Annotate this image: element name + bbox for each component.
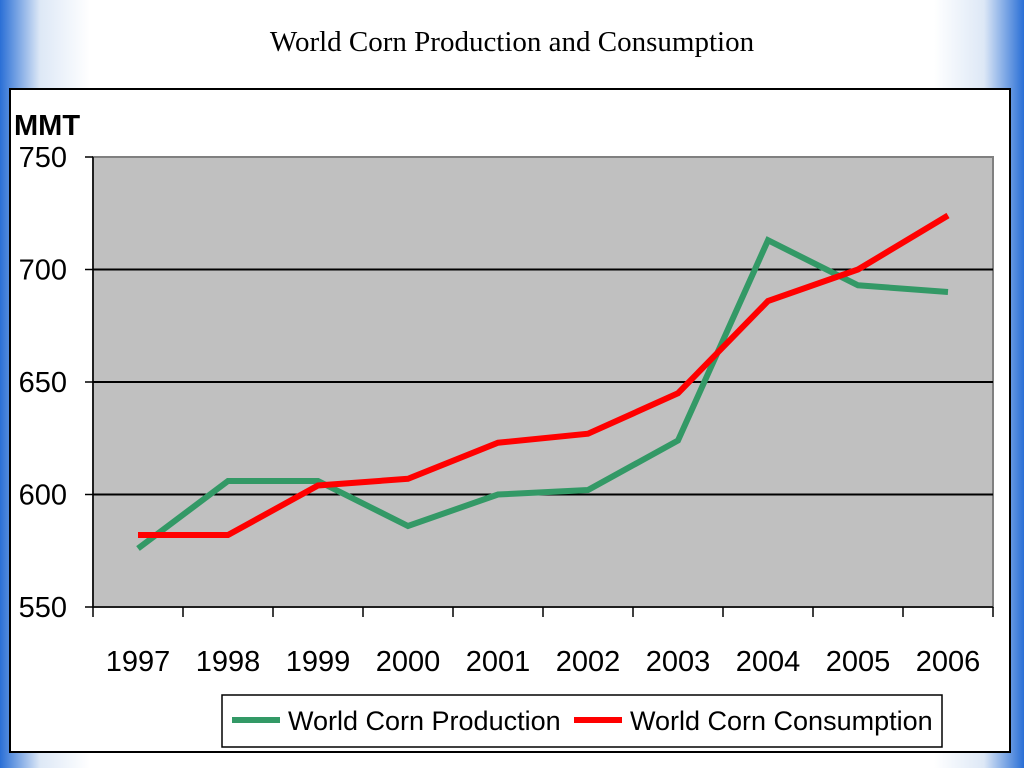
x-tick-labels: 1997 1998 1999 2000 2001 2002 2003 2004 2005 2006 xyxy=(106,646,981,678)
legend-label: World Corn Production xyxy=(288,706,561,736)
axes xyxy=(85,156,994,617)
y-tick-label: 650 xyxy=(19,367,67,399)
y-tick-label: 600 xyxy=(19,480,67,512)
legend-label: World Corn Consumption xyxy=(630,706,933,736)
x-tick-label: 2000 xyxy=(376,646,441,678)
y-tick-label: 700 xyxy=(19,255,67,287)
x-tick-label: 2005 xyxy=(826,646,891,678)
x-tick-label: 1998 xyxy=(196,646,261,678)
x-tick-label: 2006 xyxy=(916,646,981,678)
legend: World Corn Production World Corn Consumpt… xyxy=(221,694,943,748)
x-tick-label: 2001 xyxy=(466,646,531,678)
series-line-production xyxy=(136,236,949,551)
x-tick-label: 2003 xyxy=(646,646,711,678)
y-tick-labels: 550 600 650 700 750 xyxy=(19,142,67,624)
y-tick-label: 750 xyxy=(19,142,67,174)
y-axis-label: MMT xyxy=(14,110,80,142)
series-lines xyxy=(136,212,950,551)
series-line-consumption xyxy=(138,212,950,538)
x-tick-label: 2002 xyxy=(556,646,621,678)
x-tick-label: 2004 xyxy=(736,646,801,678)
x-tick-label: 1999 xyxy=(286,646,351,678)
x-tick-label: 1997 xyxy=(106,646,171,678)
slide-title: World Corn Production and Consumption xyxy=(269,26,755,58)
y-tick-label: 550 xyxy=(19,592,67,624)
